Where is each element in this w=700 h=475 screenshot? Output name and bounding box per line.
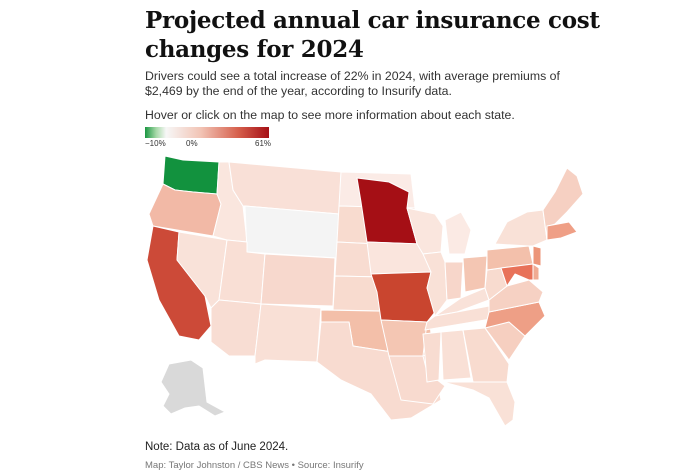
footnote: Note: Data as of June 2024. <box>145 441 289 453</box>
state-MO[interactable] <box>370 271 436 323</box>
legend-label-zero: 0% <box>186 139 198 148</box>
state-AR[interactable] <box>380 319 428 357</box>
state-CO[interactable] <box>260 253 336 307</box>
state-NJ[interactable] <box>532 245 542 267</box>
legend-label-min: −10% <box>145 139 166 148</box>
state-IN[interactable] <box>444 261 464 301</box>
source-credit: Map: Taylor Johnston / CBS News • Source… <box>145 460 364 471</box>
state-AL[interactable] <box>440 329 472 381</box>
state-NM[interactable] <box>254 303 322 365</box>
state-MA[interactable] <box>546 221 578 241</box>
state-AZ[interactable] <box>210 299 262 357</box>
state-OH[interactable] <box>462 255 488 293</box>
state-WY[interactable] <box>244 205 340 259</box>
state-GA[interactable] <box>462 327 510 383</box>
state-NY[interactable] <box>494 209 548 247</box>
state-FL[interactable] <box>442 381 516 427</box>
legend-gradient <box>145 127 269 138</box>
state-AK[interactable] <box>160 359 227 417</box>
state-DE[interactable] <box>532 263 540 281</box>
map-instruction: Hover or click on the map to see more in… <box>145 108 515 122</box>
us-state-map[interactable] <box>135 150 585 430</box>
state-MS[interactable] <box>422 331 442 383</box>
color-legend: −10% 0% 61% <box>145 127 272 150</box>
state-MI[interactable] <box>444 211 472 255</box>
state-IL[interactable] <box>422 251 448 317</box>
subtitle: Drivers could see a total increase of 22… <box>145 69 560 98</box>
state-LA[interactable] <box>388 355 446 405</box>
legend-label-max: 61% <box>255 139 272 148</box>
page-title: Projected annual car insurance cost chan… <box>145 7 600 63</box>
